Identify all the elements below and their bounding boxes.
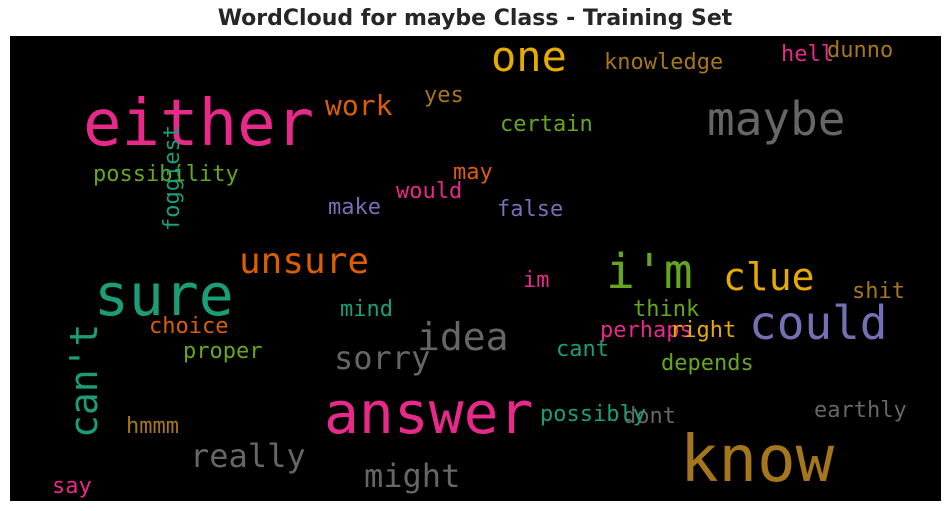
- word-knowledge: knowledge: [604, 50, 724, 75]
- word-may: yes: [424, 83, 464, 108]
- word-earthly: depends: [661, 351, 754, 376]
- word-think: shit: [852, 279, 905, 304]
- word-clue: clue: [723, 255, 815, 299]
- word-im-apostrophe: i'm: [606, 244, 693, 300]
- word-possibility: possibility: [93, 162, 239, 187]
- word-answer: answer: [324, 379, 534, 447]
- word-choice: mind: [340, 297, 393, 322]
- word-hmmm: earthly: [814, 398, 907, 423]
- word-might: might: [364, 457, 461, 495]
- word-really: really: [190, 437, 306, 475]
- word-im: foggiest: [160, 125, 185, 231]
- word-unsure: unsure: [239, 241, 370, 282]
- word-sure: sure: [94, 261, 234, 329]
- word-sorry: sorry: [334, 339, 431, 377]
- word-foggiest: false: [497, 197, 564, 222]
- word-one: one: [491, 36, 567, 81]
- word-could: could: [749, 296, 888, 350]
- word-certain: certain: [500, 112, 593, 137]
- word-make: would: [396, 179, 463, 204]
- word-either: either: [83, 87, 315, 161]
- word-know: know: [680, 423, 835, 497]
- word-depends: proper: [183, 339, 263, 364]
- word-cant: right: [670, 318, 737, 343]
- word-shit: im: [523, 268, 550, 293]
- word-cloud: either know answer sure i'm maybe could …: [10, 36, 941, 501]
- word-proper: cant: [556, 337, 609, 362]
- word-say: hmmm: [126, 414, 179, 439]
- word-work: work: [325, 89, 393, 122]
- word-dunno: possibly: [540, 402, 646, 427]
- word-yes: hell: [781, 42, 834, 67]
- word-false: make: [328, 195, 381, 220]
- word-true: say: [52, 474, 92, 499]
- word-mind: think: [633, 297, 700, 322]
- word-idea: idea: [417, 315, 509, 359]
- word-perhaps: choice: [149, 314, 229, 339]
- word-maybe: maybe: [707, 92, 846, 146]
- figure-title: WordCloud for maybe Class - Training Set: [217, 6, 733, 31]
- word-hell: dunno: [827, 38, 894, 63]
- word-would: may: [453, 160, 493, 185]
- word-possibly: dont: [623, 404, 676, 429]
- word-right: perhaps: [600, 318, 693, 343]
